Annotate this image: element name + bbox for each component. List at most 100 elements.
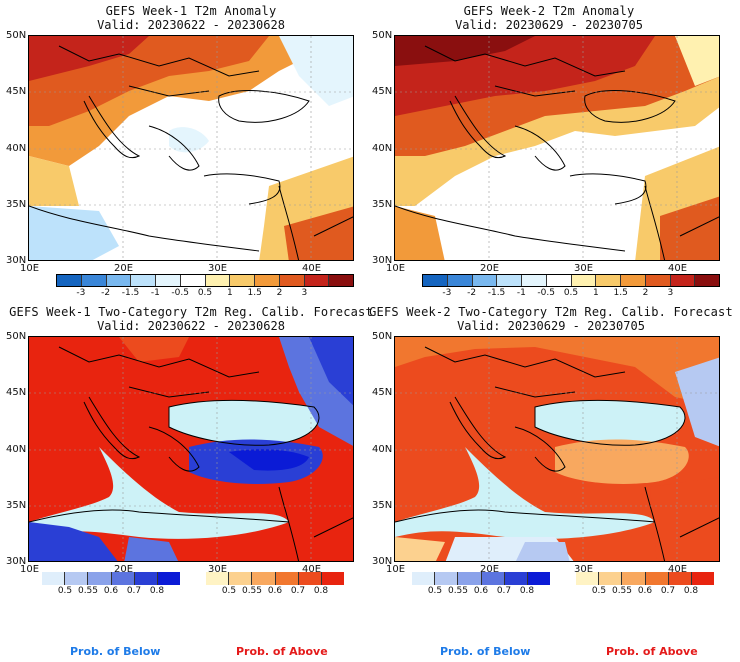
colorbar-swatch [645,275,671,286]
colorbar-tick-label: 3 [667,288,674,298]
panel-valid-date: Valid: 20230622 - 20230628 [97,18,285,32]
lat-label: 50N [6,331,27,342]
colorbar-swatch [57,275,82,286]
lat-label: 40N [372,143,393,154]
panel-week1-anomaly: GEFS Week-1 T2m Anomaly Valid: 20230622 … [0,0,370,300]
lat-label: 50N [372,331,393,342]
panel-title: GEFS Week-2 Two-Category T2m Reg. Calib.… [369,305,733,319]
colorbar-swatch [599,572,623,585]
lon-label: 40E [302,564,322,575]
colorbar-swatch [180,275,206,286]
lon-label: 30E [574,564,594,575]
lat-label: 45N [6,387,27,398]
colorbar-swatch [88,572,112,585]
anomaly-colorbar-ticks: -3 -2 -1.5 -1 -0.5 0.5 1 1.5 2 3 [56,288,354,300]
anomaly-colorbar-ticks: -3 -2 -1.5 -1 -0.5 0.5 1 1.5 2 3 [422,288,720,300]
colorbar-swatch [298,572,322,585]
colorbar-swatch [670,275,696,286]
colorbar-tick-label: -2 [101,288,111,298]
colorbar-swatch [435,572,459,585]
panel-week2-anomaly: GEFS Week-2 T2m Anomaly Valid: 20230629 … [370,0,740,300]
colorbar-swatch [111,572,135,585]
lon-label: 10E [20,263,40,274]
colorbar-tick-label: 0.8 [683,586,699,596]
colorbar-tick-label: 0.55 [77,586,99,596]
anomaly-map-week2 [394,35,720,261]
colorbar-swatch [156,275,181,286]
colorbar-swatch [645,572,669,585]
colorbar-tick-label: 0.6 [267,586,283,596]
lon-label: 40E [668,263,688,274]
colorbar-swatch [423,275,448,286]
colorbar-swatch [504,572,528,585]
colorbar-tick-label: 3 [301,288,308,298]
colorbar-swatch [255,275,280,286]
below-colorbar [42,572,181,585]
lon-label: 20E [480,564,500,575]
colorbar-swatch [106,275,132,286]
lat-label: 45N [6,86,27,97]
colorbar-tick-label: 2 [642,288,649,298]
map-svg [395,337,719,561]
map-svg [29,337,353,561]
lon-label: 30E [208,564,228,575]
colorbar-tick-label: -2 [467,288,477,298]
colorbar-swatch [230,275,255,286]
lat-label: 30N [372,255,393,266]
colorbar-tick-label: -0.5 [537,288,555,298]
colorbar-tick-label: 0.8 [519,586,535,596]
lat-label: 35N [6,500,27,511]
colorbar-swatch [571,275,597,286]
colorbar-swatch [206,572,230,585]
lat-label: 30N [6,556,27,567]
colorbar-tick-label: 0.7 [496,586,512,596]
lat-label: 35N [372,199,393,210]
above-colorbar-ticks: 0.5 0.55 0.6 0.7 0.8 [206,586,344,598]
below-colorbar [412,572,551,585]
colorbar-swatch [329,275,353,286]
colorbar-tick-label: 1 [592,288,599,298]
colorbar-swatch [691,572,715,585]
colorbar-swatch [695,275,719,286]
colorbar-tick-label: 0.6 [103,586,119,596]
lat-label: 40N [372,444,393,455]
colorbar-swatch [472,275,498,286]
colorbar-tick-label: -1.5 [487,288,506,298]
colorbar-swatch [321,572,345,585]
colorbar-tick-label: -3 [442,288,452,298]
panel-valid-date: Valid: 20230629 - 20230705 [455,18,643,32]
colorbar-swatch [522,275,547,286]
colorbar-swatch [81,275,107,286]
anomaly-map-week1 [28,35,354,261]
colorbar-tick-label: -1.5 [121,288,140,298]
panel-title: GEFS Week-1 T2m Anomaly [105,4,277,18]
colorbar-swatch [447,275,473,286]
lat-label: 30N [372,556,393,567]
probability-map-week2 [394,336,720,562]
colorbar-swatch [65,572,89,585]
above-colorbar [206,572,345,585]
colorbar-tick-label: 0.6 [637,586,653,596]
colorbar-tick-label: 0.5 [221,586,237,596]
colorbar-tick-label: 0.5 [591,586,607,596]
colorbar-swatch [527,572,551,585]
anomaly-colorbar [422,274,720,287]
map-svg [395,36,719,260]
colorbar-tick-label: 0.55 [447,586,469,596]
colorbar-tick-label: 0.5 [57,586,73,596]
colorbar-swatch [668,572,692,585]
colorbar-swatch [546,275,572,286]
map-svg [29,36,353,260]
prob-above-label: Prob. of Above [236,645,328,658]
prob-above-label: Prob. of Above [606,645,698,658]
colorbar-tick-label: 0.55 [611,586,633,596]
colorbar-tick-label: -3 [76,288,86,298]
colorbar-tick-label: 0.55 [241,586,263,596]
colorbar-swatch [497,275,522,286]
lon-label: 10E [386,564,406,575]
colorbar-swatch [622,572,646,585]
colorbar-tick-label: 0.5 [563,288,579,298]
below-colorbar-ticks: 0.5 0.55 0.6 0.7 0.8 [42,586,180,598]
lon-label: 30E [574,263,594,274]
colorbar-tick-label: -0.5 [171,288,189,298]
